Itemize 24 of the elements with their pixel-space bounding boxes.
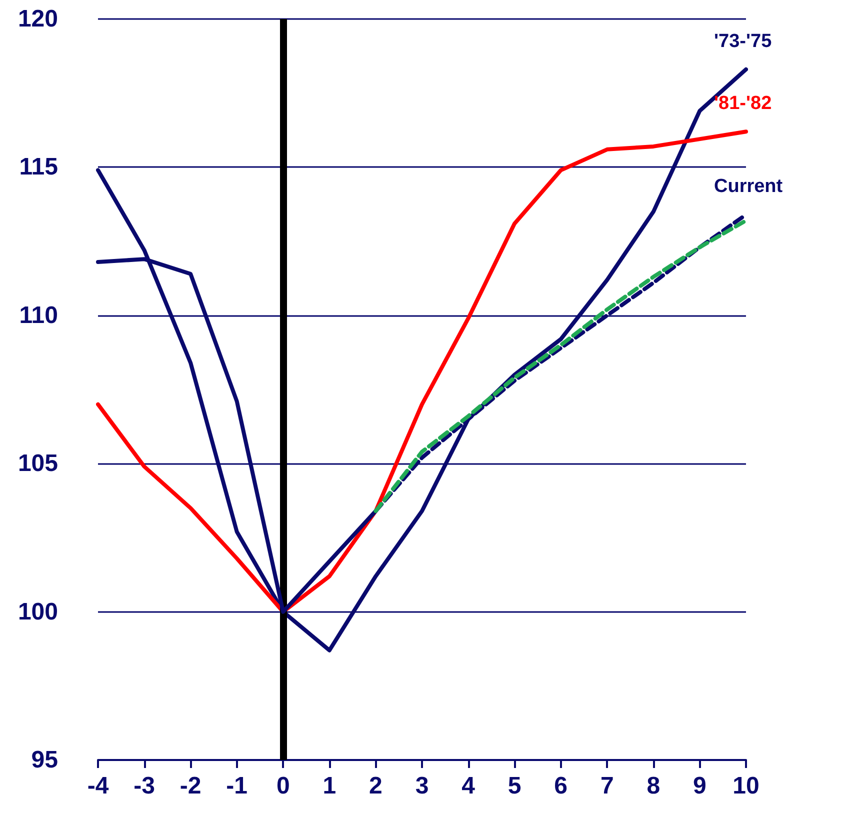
x-tick-label: 0: [276, 772, 290, 800]
y-tick-label: 120: [18, 6, 58, 32]
x-tick-label: 1: [322, 772, 336, 800]
x-tick-label: 10: [732, 772, 760, 800]
series-label: '73-'75: [714, 30, 772, 52]
y-tick-label: 105: [18, 450, 58, 478]
x-tick-label: 9: [693, 772, 706, 800]
x-tick-label: -4: [87, 772, 110, 800]
series-label: Current: [714, 176, 784, 198]
x-tick-label: -1: [226, 772, 248, 800]
x-tick-label: 4: [462, 772, 476, 800]
y-tick-label: 100: [18, 598, 58, 626]
y-tick-label: 110: [19, 302, 58, 329]
x-tick-label: 8: [646, 772, 660, 800]
x-tick-label: -3: [134, 772, 155, 800]
y-tick-label: 115: [19, 154, 58, 181]
x-tick-label: 2: [369, 772, 382, 800]
x-tick-label: 6: [554, 772, 568, 800]
x-tick-label: -2: [180, 772, 202, 800]
x-tick-label: 5: [508, 772, 522, 800]
x-tick-label: 7: [600, 772, 614, 800]
x-tick-label: 3: [415, 772, 429, 800]
series-label: '81-'82: [714, 93, 772, 114]
y-tick-label: 95: [31, 746, 58, 774]
